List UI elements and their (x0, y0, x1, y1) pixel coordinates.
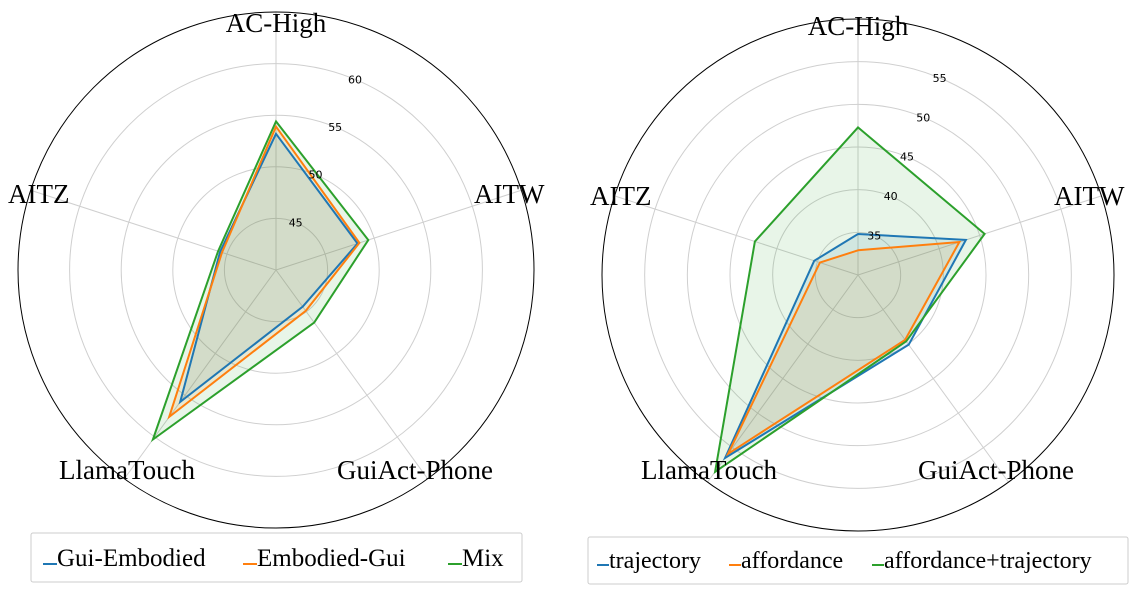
spoke-line (857, 274, 1009, 483)
spoke-line (123, 269, 277, 480)
radial-tick-labels-left: 45 50 55 60 (289, 73, 362, 229)
series-fills-right (715, 127, 985, 472)
radial-tick-label: 60 (348, 73, 362, 86)
radial-tick-label: 35 (867, 230, 881, 243)
series-line-embodied-gui (167, 124, 361, 420)
axis-label-aitw: AITW (474, 179, 545, 209)
axis-label-guiact-phone: GuiAct-Phone (918, 455, 1074, 485)
series-lines-left (150, 119, 370, 443)
legend-label-affordance: affordance (741, 548, 843, 574)
spoke-line (30, 189, 277, 271)
outer-frame-left (17, 11, 535, 529)
axis-label-llamatouch: LlamaTouch (641, 455, 778, 485)
series-line-affordance (725, 240, 962, 457)
series-fill-gui-embodied (180, 133, 358, 402)
radial-tick-label: 50 (309, 169, 323, 182)
radar-chart-left: 45 50 55 60 AC-High AITW GuiAct-Phone Llama… (8, 8, 545, 583)
axis-label-aitz: AITZ (590, 181, 651, 211)
radial-tick-label: 50 (916, 111, 930, 124)
series-fill-trajectory (725, 234, 966, 458)
series-fill-mix (152, 121, 369, 440)
spoke-line (275, 269, 429, 480)
radial-tick-label: 55 (328, 121, 342, 134)
radial-tick-label: 40 (884, 190, 898, 203)
spoke-line (857, 195, 1102, 276)
series-line-gui-embodied (178, 131, 359, 405)
axis-label-guiact-phone: GuiAct-Phone (337, 455, 493, 485)
spoke-line (707, 274, 859, 483)
outer-frame-right (601, 18, 1115, 532)
radial-tick-label: 45 (900, 151, 914, 164)
legend-label-trajectory: trajectory (609, 548, 701, 574)
legend-box-right (587, 536, 1129, 585)
legend-label-affordance-trajectory: affordance+trajectory (884, 548, 1092, 574)
axis-label-ac-high: AC-High (808, 11, 909, 41)
spokes-left (30, 12, 522, 480)
radial-tick-label: 45 (289, 216, 303, 229)
legend-right: trajectory affordance affordance+traject… (587, 536, 1129, 585)
series-fills-left (152, 121, 369, 440)
legend-label-mix: Mix (462, 545, 504, 572)
series-lines-right (713, 126, 986, 474)
series-fill-affordance-trajectory (715, 127, 985, 472)
legend-box-left (30, 532, 523, 583)
legend-label-gui-embodied: Gui-Embodied (57, 545, 206, 572)
series-fill-affordance (728, 242, 960, 454)
spoke-line (614, 195, 859, 276)
axis-labels-right: AC-High AITW GuiAct-Phone LlamaTouch AIT… (590, 11, 1125, 485)
axis-label-ac-high: AC-High (226, 8, 327, 38)
radial-tick-labels-right: 35 40 45 50 55 (867, 72, 946, 243)
radial-tick-label: 55 (933, 72, 947, 85)
axis-label-llamatouch: LlamaTouch (59, 455, 196, 485)
spokes-right (614, 19, 1102, 483)
series-line-mix (150, 119, 370, 443)
spoke-line (275, 189, 522, 271)
axis-labels-left: AC-High AITW GuiAct-Phone LlamaTouch AIT… (8, 8, 545, 485)
radar-chart-right: 35 40 45 50 55 AC-High AITW GuiAct-Phone Lla… (587, 11, 1129, 585)
series-fill-embodied-gui (169, 126, 360, 417)
legend-label-embodied-gui: Embodied-Gui (257, 545, 406, 572)
axis-label-aitz: AITZ (8, 179, 69, 209)
series-line-affordance-trajectory (713, 126, 986, 474)
axis-label-aitw: AITW (1054, 181, 1125, 211)
legend-left: Gui-Embodied Embodied-Gui Mix (30, 532, 523, 583)
